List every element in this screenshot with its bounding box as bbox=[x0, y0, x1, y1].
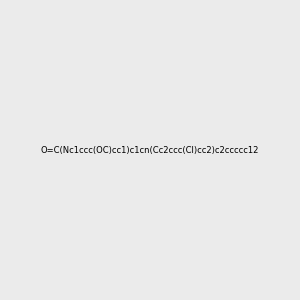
Text: O=C(Nc1ccc(OC)cc1)c1cn(Cc2ccc(Cl)cc2)c2ccccc12: O=C(Nc1ccc(OC)cc1)c1cn(Cc2ccc(Cl)cc2)c2c… bbox=[41, 146, 259, 154]
